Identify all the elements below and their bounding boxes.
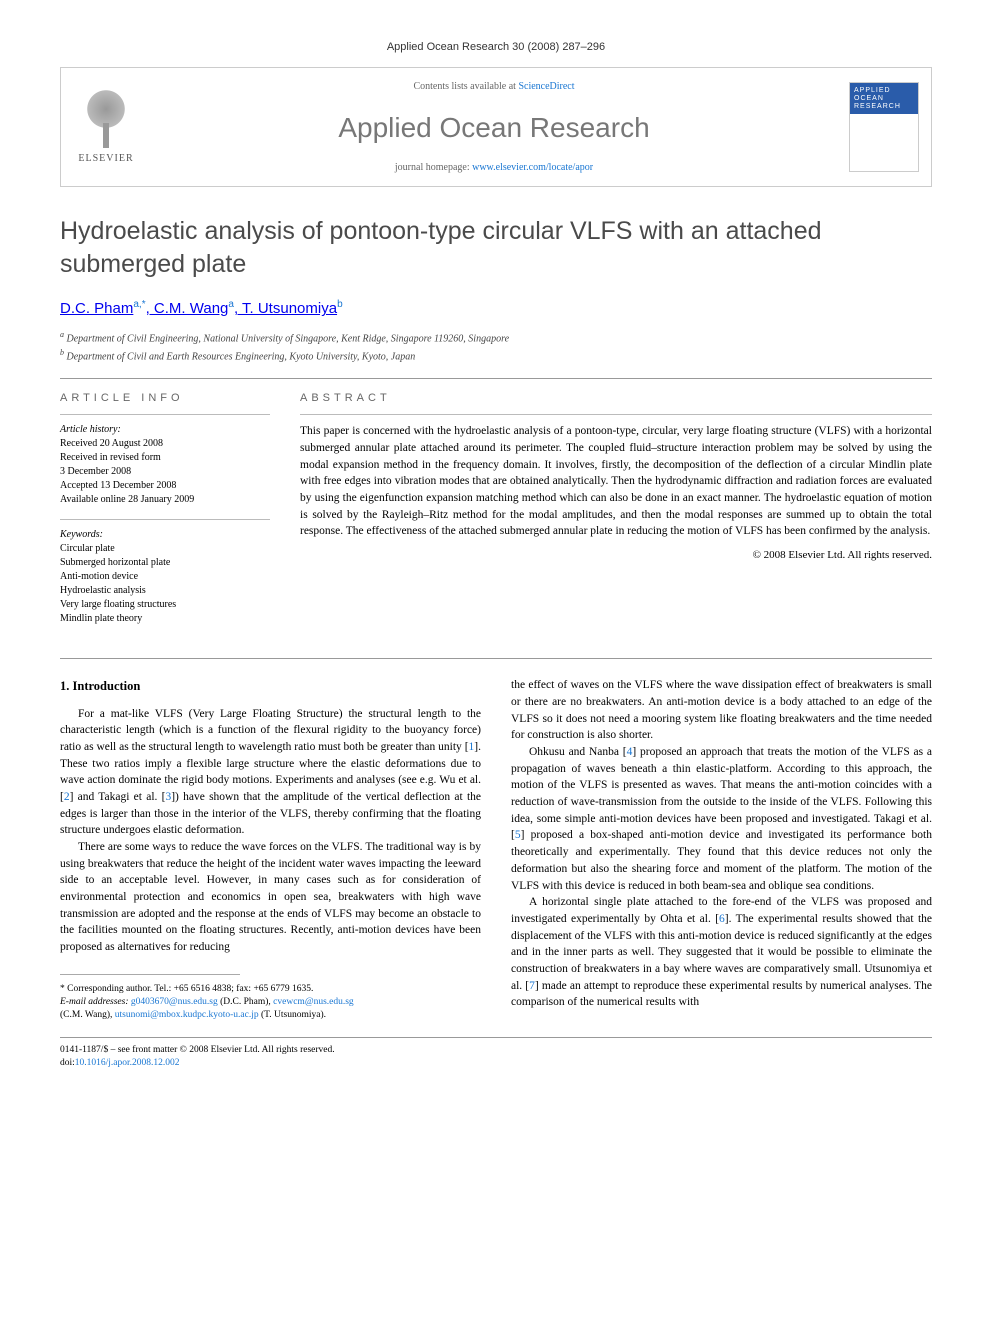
history-label: Article history:	[60, 423, 270, 437]
online-date: Available online 28 January 2009	[60, 493, 270, 507]
article-history: Article history: Received 20 August 2008…	[60, 423, 270, 507]
email-name: (T. Utsunomiya).	[259, 1010, 326, 1020]
journal-banner: ELSEVIER Contents lists available at Sci…	[60, 67, 932, 187]
section-divider	[60, 658, 932, 659]
corresponding-author-footnote: * Corresponding author. Tel.: +65 6516 4…	[60, 983, 481, 1023]
journal-name: Applied Ocean Research	[161, 108, 827, 147]
journal-cover-thumbnail	[849, 82, 919, 172]
ref-link[interactable]: 7	[529, 980, 535, 992]
elsevier-tree-icon	[81, 88, 131, 148]
keyword: Circular plate	[60, 542, 270, 556]
elsevier-logo: ELSEVIER	[61, 68, 151, 186]
footnote-divider	[60, 974, 240, 975]
abstract-label: ABSTRACT	[300, 391, 932, 406]
authors-line: D.C. Phama,*, C.M. Wanga, T. Utsunomiyab	[60, 298, 932, 319]
info-divider-2	[60, 519, 270, 520]
doi-footer: 0141-1187/$ – see front matter © 2008 El…	[60, 1044, 932, 1071]
info-divider	[60, 414, 270, 415]
paragraph: There are some ways to reduce the wave f…	[60, 839, 481, 956]
affiliations: a Department of Civil Engineering, Natio…	[60, 329, 932, 364]
email-name: (C.M. Wang),	[60, 1010, 115, 1020]
affil-b: Department of Civil and Earth Resources …	[64, 351, 415, 362]
paragraph: A horizontal single plate attached to th…	[511, 894, 932, 1011]
keyword: Hydroelastic analysis	[60, 584, 270, 598]
ref-link[interactable]: 6	[719, 913, 725, 925]
keyword: Anti-motion device	[60, 570, 270, 584]
body-column-right: the effect of waves on the VLFS where th…	[511, 677, 932, 1022]
author-1[interactable]: D.C. Pham	[60, 300, 133, 317]
paragraph: Ohkusu and Nanba [4] proposed an approac…	[511, 744, 932, 894]
affil-a: Department of Civil Engineering, Nationa…	[64, 334, 509, 345]
received-date: Received 20 August 2008	[60, 437, 270, 451]
email-name: (D.C. Pham),	[218, 997, 273, 1007]
publisher-label: ELSEVIER	[78, 152, 133, 166]
revised-label: Received in revised form	[60, 451, 270, 465]
citation-header: Applied Ocean Research 30 (2008) 287–296	[60, 40, 932, 55]
homepage-link[interactable]: www.elsevier.com/locate/apor	[472, 162, 593, 173]
keyword: Very large floating structures	[60, 598, 270, 612]
sciencedirect-link[interactable]: ScienceDirect	[518, 81, 574, 92]
paragraph: the effect of waves on the VLFS where th…	[511, 677, 932, 744]
ref-link[interactable]: 1	[469, 741, 475, 753]
corr-author-line: * Corresponding author. Tel.: +65 6516 4…	[60, 983, 481, 996]
bottom-divider	[60, 1037, 932, 1038]
keyword: Submerged horizontal plate	[60, 556, 270, 570]
ref-link[interactable]: 3	[165, 791, 171, 803]
contents-line: Contents lists available at ScienceDirec…	[161, 80, 827, 94]
author-3-sup: b	[337, 299, 343, 310]
ref-link[interactable]: 4	[627, 746, 633, 758]
article-info-column: ARTICLE INFO Article history: Received 2…	[60, 391, 270, 638]
banner-center: Contents lists available at ScienceDirec…	[151, 70, 837, 185]
article-title: Hydroelastic analysis of pontoon-type ci…	[60, 215, 932, 280]
abstract-column: ABSTRACT This paper is concerned with th…	[300, 391, 932, 638]
ref-link[interactable]: 5	[515, 829, 521, 841]
abstract-text: This paper is concerned with the hydroel…	[300, 423, 932, 540]
email-link[interactable]: g0403670@nus.edu.sg	[131, 997, 218, 1007]
divider	[60, 378, 932, 379]
email-label: E-mail addresses:	[60, 997, 131, 1007]
issn-line: 0141-1187/$ – see front matter © 2008 El…	[60, 1044, 932, 1057]
ref-link[interactable]: 2	[64, 791, 70, 803]
abstract-copyright: © 2008 Elsevier Ltd. All rights reserved…	[300, 548, 932, 563]
author-3[interactable]: , T. Utsunomiya	[234, 300, 337, 317]
homepage-prefix: journal homepage:	[395, 162, 472, 173]
email-link[interactable]: cvewcm@nus.edu.sg	[273, 997, 354, 1007]
doi-prefix: doi:	[60, 1058, 75, 1068]
email-line: E-mail addresses: g0403670@nus.edu.sg (D…	[60, 996, 481, 1023]
article-info-label: ARTICLE INFO	[60, 391, 270, 406]
abstract-divider	[300, 414, 932, 415]
homepage-line: journal homepage: www.elsevier.com/locat…	[161, 161, 827, 175]
contents-prefix: Contents lists available at	[413, 81, 518, 92]
keywords-block: Keywords: Circular plate Submerged horiz…	[60, 528, 270, 626]
author-2[interactable]: , C.M. Wang	[146, 300, 229, 317]
email-link[interactable]: utsunomi@mbox.kudpc.kyoto-u.ac.jp	[115, 1010, 259, 1020]
revised-date: 3 December 2008	[60, 465, 270, 479]
accepted-date: Accepted 13 December 2008	[60, 479, 270, 493]
info-abstract-row: ARTICLE INFO Article history: Received 2…	[60, 391, 932, 638]
section-1-title: 1. Introduction	[60, 677, 481, 695]
body-columns: 1. Introduction For a mat-like VLFS (Ver…	[60, 677, 932, 1022]
body-column-left: 1. Introduction For a mat-like VLFS (Ver…	[60, 677, 481, 1022]
paragraph: For a mat-like VLFS (Very Large Floating…	[60, 706, 481, 839]
keywords-label: Keywords:	[60, 528, 270, 542]
keyword: Mindlin plate theory	[60, 612, 270, 626]
doi-link[interactable]: 10.1016/j.apor.2008.12.002	[75, 1058, 180, 1068]
author-1-sup: a,*	[133, 299, 145, 310]
